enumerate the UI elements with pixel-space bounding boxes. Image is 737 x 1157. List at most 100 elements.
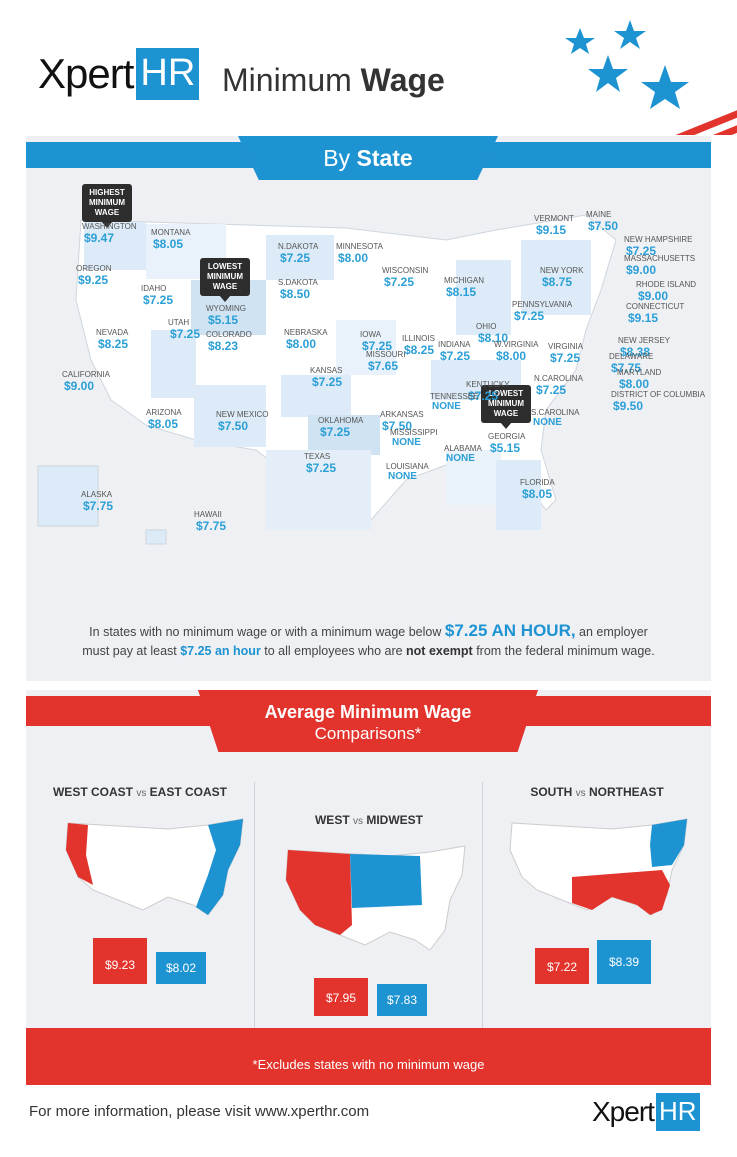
state-wage-wyoming: $5.15: [208, 313, 239, 327]
state-wage-georgia: $5.15: [490, 441, 521, 455]
state-wage-n-carolina: $7.25: [536, 383, 567, 397]
state-wage-maine: $7.50: [588, 219, 619, 233]
state-wage-oklahoma: $7.25: [320, 425, 351, 439]
state-wage-massachusetts: $9.00: [626, 263, 657, 277]
state-wage-iowa: $7.25: [362, 339, 393, 353]
state-name-new-jersey: NEW JERSEY: [618, 336, 671, 345]
footnote: *Excludes states with no minimum wage: [252, 1057, 485, 1072]
state-name-georgia: GEORGIA: [488, 432, 526, 441]
more-info-link-text[interactable]: For more information, please visit www.x…: [29, 1103, 370, 1120]
state-name-missouri: MISSOURI: [366, 350, 406, 359]
state-name-idaho: IDAHO: [141, 284, 167, 293]
state-wage-michigan: $8.15: [446, 285, 477, 299]
value-box-northeast: $8.39: [597, 940, 651, 984]
state-name-montana: MONTANA: [151, 228, 191, 237]
value-box-south: $7.22: [535, 948, 589, 984]
comparisons-subtitle: Comparisons*: [314, 724, 422, 743]
logo-hr-text: HR: [655, 1093, 700, 1131]
state-name-louisiana: LOUISIANA: [386, 462, 429, 471]
state-name-new-hampshire: NEW HAMPSHIRE: [624, 235, 693, 244]
state-wage-virginia: $7.25: [550, 351, 581, 365]
state-name-michigan: MICHIGAN: [444, 276, 484, 285]
state-wage-idaho: $7.25: [143, 293, 174, 307]
panel-heading-west-coast-vs-east-coast: WEST COAST vs EAST COAST: [52, 785, 228, 799]
page-title: Minimum Wage: [222, 62, 445, 99]
state-name-hawaii: HAWAII: [194, 510, 222, 519]
logo-xpert-text: Xpert: [38, 50, 134, 97]
star-icon: [641, 65, 689, 109]
state-wage-nebraska: $8.00: [286, 337, 317, 351]
state-name-s-carolina: S.CAROLINA: [531, 408, 580, 417]
comparisons-title: Average Minimum Wage: [264, 702, 472, 722]
state-wage-hawaii: $7.75: [196, 519, 227, 533]
state-wage-ohio: $8.10: [478, 331, 509, 345]
state-wage-maryland: $8.00: [619, 377, 650, 391]
state-wage-nevada: $8.25: [98, 337, 129, 351]
state-name-new-york: NEW YORK: [540, 266, 584, 275]
panel-heading-south-vs-northeast: SOUTH vs NORTHEAST: [530, 785, 664, 799]
star-icon: [614, 20, 646, 49]
state-name-district-of-columbia: DISTRICT OF COLUMBIA: [611, 390, 706, 399]
state-wage-arkansas: $7.50: [382, 419, 413, 433]
state-name-florida: FLORIDA: [520, 478, 555, 487]
state-wage-connecticut: $9.15: [628, 311, 659, 325]
state-name-mississippi: MISSISSIPPI: [390, 428, 438, 437]
state-name-massachusetts: MASSACHUSETTS: [624, 254, 696, 263]
state-name-maine: MAINE: [586, 210, 612, 219]
state-wage-alaska: $7.75: [83, 499, 114, 513]
state-wage-washington: $9.47: [84, 231, 115, 245]
state-wage-arizona: $8.05: [148, 417, 179, 431]
state-wage-w-virginia: $8.00: [496, 349, 527, 363]
state-wage-oregon: $9.25: [78, 273, 109, 287]
note-rate-blue: $7.25 an hour: [180, 644, 261, 658]
state-wage-district-of-columbia: $9.50: [613, 399, 644, 413]
state-name-wisconsin: WISCONSIN: [382, 266, 429, 275]
state-name-s-dakota: S.DAKOTA: [278, 278, 318, 287]
by-state-banner: By State: [26, 136, 711, 180]
state-wage-new-hampshire: $7.25: [626, 244, 657, 258]
state-name-alaska: ALASKA: [81, 490, 113, 499]
panel-heading-west-vs-midwest: WEST vs MIDWEST: [314, 813, 424, 827]
state-name-kentucky: KENTUCKY: [466, 380, 510, 389]
state-name-california: CALIFORNIA: [62, 370, 111, 379]
state-name-ohio: OHIO: [476, 322, 497, 331]
state-name-pennsylvania: PENNSYLVANIA: [512, 300, 573, 309]
state-wage-montana: $8.05: [153, 237, 184, 251]
state-name-oregon: OREGON: [76, 264, 112, 273]
state-wage-missouri: $7.65: [368, 359, 399, 373]
state-name-w-virginia: W.VIRGINIA: [494, 340, 539, 349]
state-name-new-mexico: NEW MEXICO: [216, 410, 269, 419]
pin-lowest-minimum-wage-georgia: LOWEST MINIMUM WAGE: [481, 385, 531, 429]
state-wage-kansas: $7.25: [312, 375, 343, 389]
flag-stripes-icon: [397, 20, 737, 135]
pin-highest-minimum-wage: HIGHEST MINIMUM WAGE: [82, 184, 132, 228]
by-state-section: By State HIGHEST MINIMUM WAGE LOWEST MIN…: [26, 136, 711, 681]
state-wage-illinois: $8.25: [404, 343, 435, 357]
state-name-colorado: COLORADO: [206, 330, 252, 339]
state-name-vermont: VERMONT: [534, 214, 574, 223]
state-wage-colorado: $8.23: [208, 339, 239, 353]
state-wage-texas: $7.25: [306, 461, 337, 475]
state-name-indiana: INDIANA: [438, 340, 471, 349]
state-wage-utah: $7.25: [170, 327, 201, 341]
value-box-west-coast: $9.23: [93, 938, 147, 984]
state-wage-n-dakota: $7.25: [280, 251, 311, 265]
state-name-illinois: ILLINOIS: [402, 334, 435, 343]
state-name-rhode-island: RHODE ISLAND: [636, 280, 697, 289]
panel-divider: [482, 782, 483, 1032]
value-box-east-coast: $8.02: [156, 952, 206, 984]
logo-hr-text: HR: [136, 48, 200, 100]
logo-xpert-text: Xpert: [592, 1096, 655, 1127]
star-icon: [565, 28, 595, 54]
state-wage-mississippi: NONE: [392, 437, 421, 448]
state-wage-new-mexico: $7.50: [218, 419, 249, 433]
state-name-n-carolina: N.CAROLINA: [534, 374, 583, 383]
state-wage-s-carolina: NONE: [533, 417, 562, 428]
title-light: Minimum: [222, 62, 361, 98]
state-wage-vermont: $9.15: [536, 223, 567, 237]
state-wage-tennessee: NONE: [432, 401, 461, 412]
state-wage-s-dakota: $8.50: [280, 287, 311, 301]
state-wage-california: $9.00: [64, 379, 95, 393]
xperthr-logo: Xpert HR: [38, 48, 200, 100]
state-wage-new-york: $8.75: [542, 275, 573, 289]
